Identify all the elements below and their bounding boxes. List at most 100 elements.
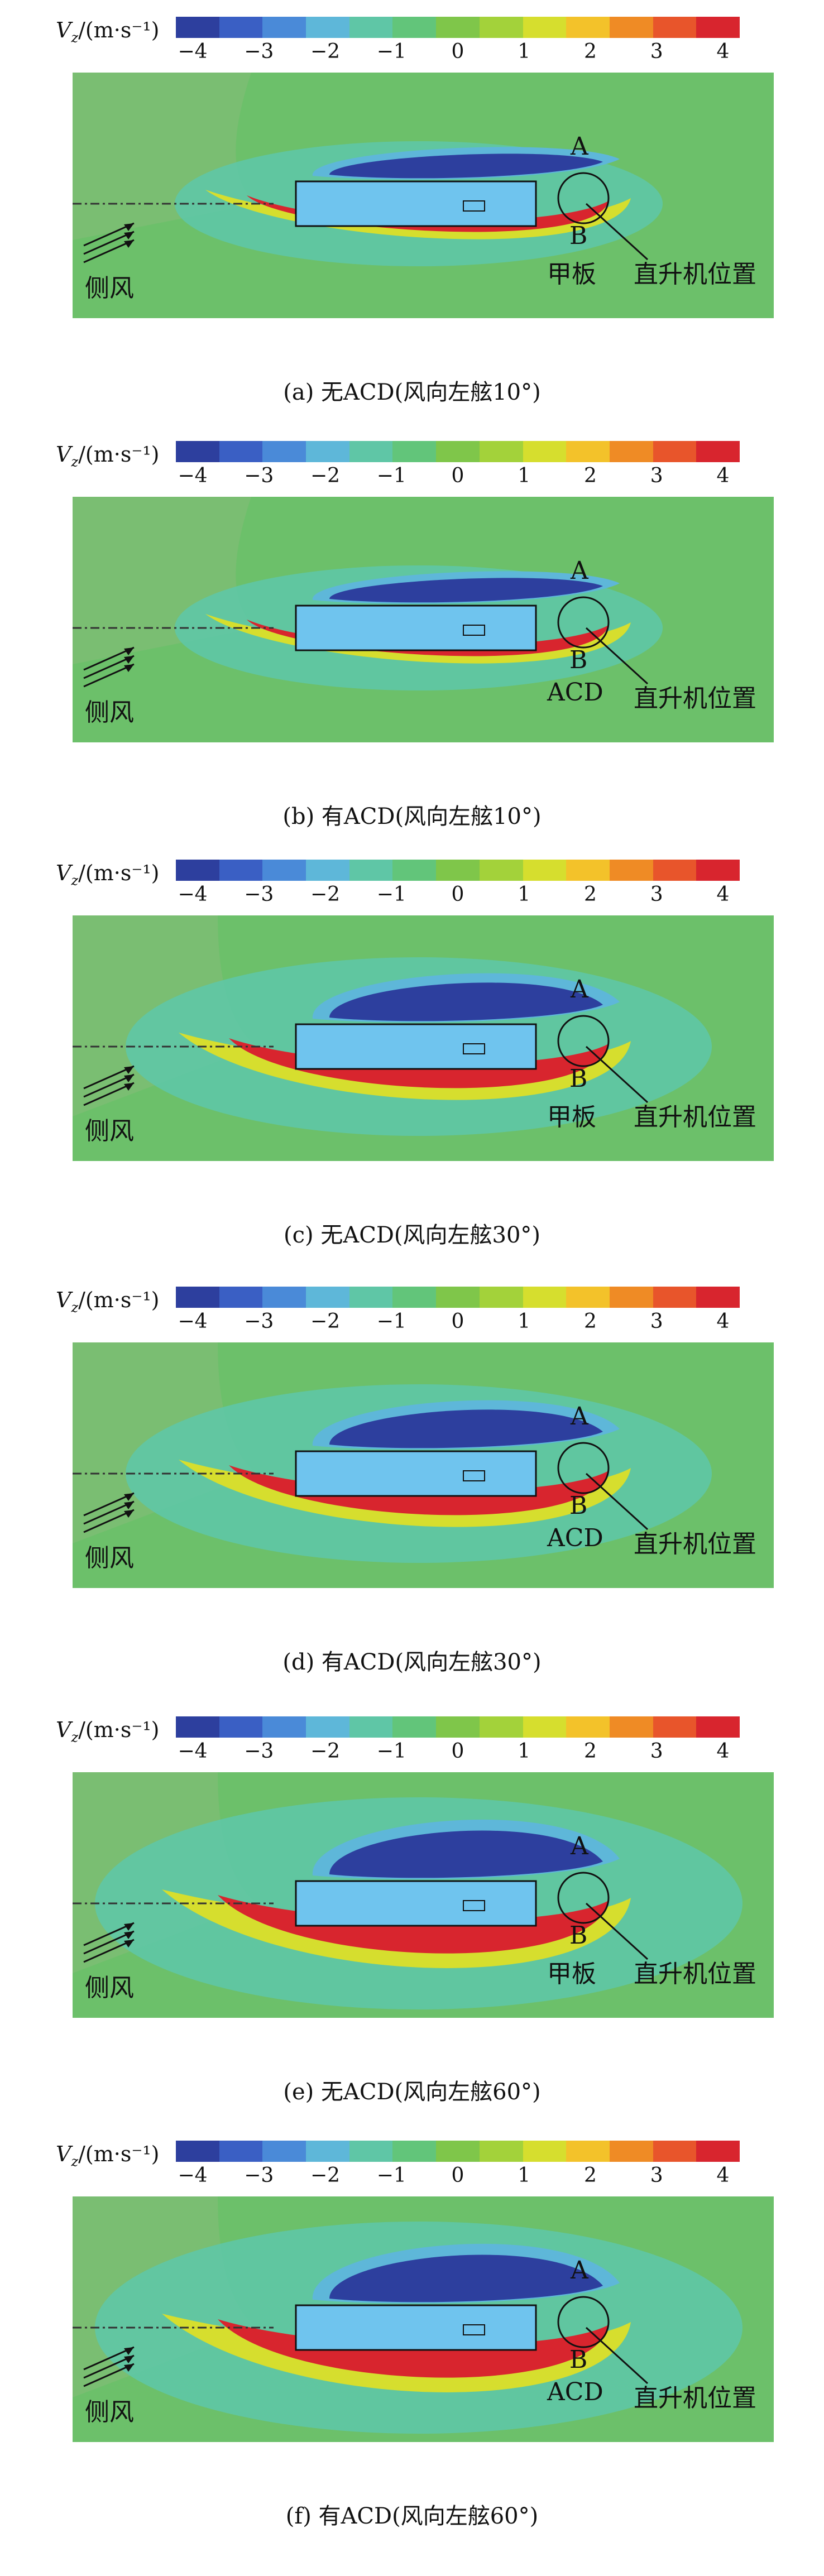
colorbar-swatch — [609, 17, 653, 38]
crosswind-arrow — [83, 1065, 135, 1090]
colorbar-swatch — [653, 2141, 697, 2162]
colorbar-ticks: −4 −3 −2 −1 0 1 2 3 4 — [176, 1310, 740, 1335]
label-point-a: A — [571, 1832, 588, 1860]
colorbar-tick: −1 — [376, 2164, 406, 2187]
colorbar-swatch — [349, 2141, 393, 2162]
crosswind-arrow — [83, 239, 135, 263]
colorbar-tick: 0 — [451, 1740, 464, 1763]
colorbar-swatch — [306, 860, 349, 881]
panel-caption: (b) 有ACD(风向左舷10°) — [282, 804, 542, 829]
colorbar-swatch — [262, 860, 306, 881]
colorbar-swatch — [609, 2141, 653, 2162]
deck-marker — [463, 200, 485, 212]
label-helicopter-position: 直升机位置 — [634, 1530, 756, 1558]
label-deck: 甲板 — [547, 260, 596, 289]
colorbar-tick: −3 — [244, 1310, 274, 1333]
crosswind-arrow — [83, 2363, 135, 2387]
deck-block — [295, 1880, 537, 1927]
contour-panel-f: Vz/(m·s⁻¹) −4 −3 −2 −1 0 1 2 3 4 A B 侧风 ACD 直升机位置 (f… — [0, 2141, 824, 2576]
colorbar-swatch — [176, 441, 219, 462]
deck-block — [295, 1450, 537, 1497]
label-point-b: B — [569, 1921, 588, 1950]
crosswind-arrow — [83, 1509, 135, 1533]
colorbar-label: Vz/(m·s⁻¹) — [56, 1718, 160, 1745]
downwash-core — [329, 982, 603, 1021]
colorbar-tick: −2 — [310, 2164, 341, 2187]
colorbar-swatch — [262, 1287, 306, 1308]
colorbar-swatch — [609, 1287, 653, 1308]
colorbar-tick: −1 — [376, 40, 406, 63]
contour-field — [73, 1772, 774, 2018]
label-point-b: B — [569, 1491, 588, 1520]
colorbar-swatch — [566, 860, 610, 881]
colorbar-swatch — [349, 441, 393, 462]
deck-marker — [463, 1470, 485, 1481]
colorbar-swatch — [176, 17, 219, 38]
contour-plot: A B 侧风 甲板 直升机位置 — [73, 915, 774, 1161]
colorbar-swatch — [696, 1716, 740, 1738]
crosswind-arrowhead — [124, 647, 134, 655]
colorbar-swatch — [176, 2141, 219, 2162]
colorbar-tick: 3 — [650, 1740, 663, 1763]
crosswind-arrow — [83, 1500, 135, 1525]
colorbar-swatch — [436, 1287, 480, 1308]
colorbar-tick: 3 — [650, 883, 663, 906]
colorbar-swatch — [219, 1716, 263, 1738]
colorbar-tick: 2 — [584, 2164, 597, 2187]
colorbar-swatch — [696, 860, 740, 881]
crosswind-arrowhead — [124, 2347, 134, 2355]
colorbar-tick: 2 — [584, 40, 597, 63]
crosswind-arrowhead — [124, 2356, 134, 2363]
colorbar-swatch — [436, 17, 480, 38]
colorbar-swatch — [479, 1716, 523, 1738]
colorbar-ticks: −4 −3 −2 −1 0 1 2 3 4 — [176, 40, 740, 65]
colorbar-label: Vz/(m·s⁻¹) — [56, 861, 160, 889]
colorbar-tick: −4 — [178, 2164, 208, 2187]
label-helicopter-position: 直升机位置 — [634, 2384, 756, 2412]
panel-caption: (e) 无ACD(风向左舷60°) — [283, 2079, 541, 2105]
downwash-core — [329, 2254, 603, 2302]
downwash-core — [329, 153, 603, 179]
colorbar-tick: −4 — [178, 1740, 208, 1763]
deck-marker — [463, 1900, 485, 1911]
label-helicopter-position: 直升机位置 — [634, 1103, 756, 1131]
crosswind-arrowhead — [124, 223, 134, 231]
colorbar-tick: −2 — [310, 883, 341, 906]
contour-field — [73, 2196, 774, 2442]
crosswind-arrowhead — [124, 232, 134, 239]
colorbar-label: Vz/(m·s⁻¹) — [56, 18, 160, 46]
label-acd: ACD — [547, 678, 603, 707]
colorbar-swatch — [609, 441, 653, 462]
colorbar-tick: 4 — [716, 2164, 730, 2187]
crosswind-arrowhead — [124, 1502, 134, 1509]
crosswind-arrowhead — [124, 1083, 134, 1091]
colorbar-tick: −2 — [310, 464, 341, 487]
colorbar-tick: 0 — [451, 1310, 464, 1333]
colorbar-tick: 4 — [716, 464, 730, 487]
panel-caption: (d) 有ACD(风向左舷30°) — [282, 1649, 542, 1675]
colorbar-swatch — [219, 17, 263, 38]
label-helicopter-position: 直升机位置 — [634, 260, 756, 289]
contour-field — [73, 73, 774, 318]
label-point-b: B — [569, 1064, 588, 1093]
colorbar-tick: 1 — [518, 40, 531, 63]
label-point-a: A — [571, 2256, 588, 2285]
colorbar-tick: −1 — [376, 464, 406, 487]
colorbar-swatch — [219, 1287, 263, 1308]
colorbar-swatch — [262, 441, 306, 462]
colorbar-tick: 3 — [650, 40, 663, 63]
colorbar-swatch — [566, 17, 610, 38]
helicopter-leader-line — [585, 1902, 649, 1960]
colorbar-swatch — [262, 17, 306, 38]
colorbar-tick: 1 — [518, 1310, 531, 1333]
panel-caption: (c) 无ACD(风向左舷30°) — [284, 1222, 540, 1248]
colorbar-tick: −1 — [376, 1740, 406, 1763]
crosswind-arrow — [83, 1930, 135, 1955]
colorbar-tick: −4 — [178, 464, 208, 487]
colorbar-swatch — [609, 860, 653, 881]
crosswind-arrowhead — [124, 1074, 134, 1082]
colorbar-tick: 2 — [584, 464, 597, 487]
crosswind-arrow — [83, 222, 135, 247]
colorbar-swatch — [306, 1287, 349, 1308]
deck-block — [295, 1023, 537, 1070]
